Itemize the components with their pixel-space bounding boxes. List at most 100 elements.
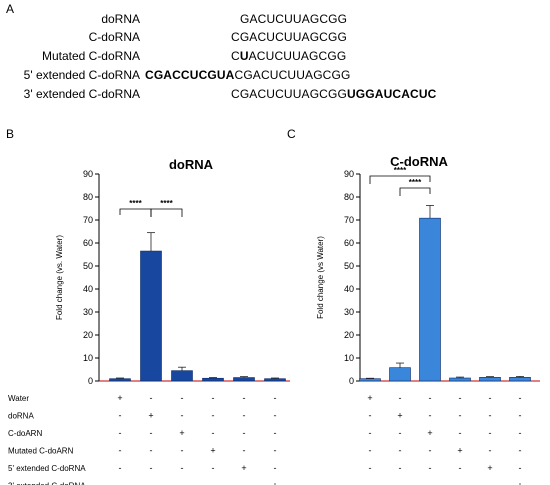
sequence-name: doRNA: [101, 12, 140, 26]
design-row-label: C-doARN: [8, 429, 42, 438]
design-cell: -: [369, 463, 372, 473]
y-tick-label: 80: [83, 192, 93, 202]
design-cell: -: [243, 446, 246, 456]
design-cell: -: [489, 411, 492, 421]
sequence-bold-part: CGACCUCGUA: [145, 68, 235, 82]
sequence-text: GACUCUUAGCGG: [240, 12, 347, 26]
design-cell: +: [427, 428, 432, 438]
design-cell: -: [150, 428, 153, 438]
bar: [389, 367, 411, 382]
design-cell: -: [369, 481, 372, 485]
design-cell: -: [429, 463, 432, 473]
design-cell: +: [272, 481, 277, 485]
sequence-row: doRNA GACUCUUAGCGG: [0, 12, 550, 30]
y-tick-label: 60: [344, 238, 354, 248]
sequence-row: C-doRNA CGACUCUUAGCGG: [0, 30, 550, 48]
design-cell: -: [369, 446, 372, 456]
design-cell: -: [274, 463, 277, 473]
y-tick-label: 40: [83, 284, 93, 294]
sequence-part: CGACUCUUAGCGG: [231, 30, 347, 44]
y-tick-label: 30: [344, 307, 354, 317]
design-cell: -: [119, 411, 122, 421]
bar: [449, 377, 471, 382]
sequence-name: 5' extended C-doRNA: [23, 68, 140, 82]
sequence-part: CGACUCUUAGCGG: [231, 87, 347, 101]
design-cell: -: [150, 463, 153, 473]
significance-label: ****: [394, 166, 407, 175]
chart-title: doRNA: [169, 157, 214, 172]
design-cell: -: [459, 428, 462, 438]
bar: [419, 217, 441, 382]
significance-bracket: [150, 208, 183, 217]
sequence-text: CGACCUCGUACGACUCUUAGCGG: [145, 68, 350, 82]
sequence-row: 5' extended C-doRNA CGACCUCGUACGACUCUUAGC…: [0, 68, 550, 86]
y-tick-label: 50: [83, 261, 93, 271]
y-tick-label: 10: [83, 353, 93, 363]
panel-b-label: B: [6, 127, 15, 141]
y-tick-label: 50: [344, 261, 354, 271]
design-cell: -: [181, 446, 184, 456]
design-cell: +: [397, 411, 402, 421]
y-tick-label: 0: [349, 376, 354, 386]
y-axis-label: Fold change (vs. Water): [55, 235, 64, 320]
y-tick-label: 20: [83, 330, 93, 340]
design-cell: -: [119, 446, 122, 456]
significance-bracket: [399, 187, 431, 196]
y-tick-label: 60: [83, 238, 93, 248]
sequence-name: C-doRNA: [88, 30, 140, 44]
bar: [479, 377, 501, 382]
design-cell: +: [517, 481, 522, 485]
design-cell: -: [150, 446, 153, 456]
significance-bracket: [369, 175, 431, 184]
sequence-name: 3' extended C-doRNA: [23, 87, 140, 101]
y-axis-label: Fold change (vs Water): [316, 236, 325, 319]
sequence-name: Mutated C-doRNA: [41, 49, 140, 63]
bar: [359, 378, 381, 382]
design-cell: +: [210, 446, 215, 456]
design-cell: -: [489, 393, 492, 403]
y-tick-label: 20: [344, 330, 354, 340]
design-cell: -: [459, 481, 462, 485]
design-cell: -: [519, 463, 522, 473]
y-tick-label: 30: [83, 307, 93, 317]
design-cell: -: [119, 481, 122, 485]
design-row-label: Mutated C-doARN: [8, 447, 74, 456]
design-cell: -: [181, 393, 184, 403]
sequence-part: C: [231, 49, 240, 63]
design-cell: -: [119, 463, 122, 473]
design-cell: +: [457, 446, 462, 456]
significance-label: ****: [409, 178, 422, 187]
design-cell: -: [399, 463, 402, 473]
design-row-label: 3' extended C-doRNA: [8, 482, 86, 485]
sequence-part: CGACUCUUAGCGG: [234, 68, 351, 82]
design-cell: -: [459, 411, 462, 421]
design-cell: -: [212, 481, 215, 485]
sequence-row: Mutated C-doRNA CUACUCUUAGCGG: [0, 49, 550, 67]
design-cell: -: [399, 446, 402, 456]
design-cell: -: [274, 411, 277, 421]
y-tick-label: 0: [88, 376, 93, 386]
design-cell: -: [150, 393, 153, 403]
design-cell: +: [148, 411, 153, 421]
y-tick-label: 80: [344, 192, 354, 202]
design-cell: -: [274, 393, 277, 403]
y-tick-label: 10: [344, 353, 354, 363]
design-cell: +: [179, 428, 184, 438]
bar: [509, 377, 531, 382]
design-cell: -: [243, 411, 246, 421]
design-cell: -: [181, 411, 184, 421]
design-cell: -: [489, 446, 492, 456]
design-cell: -: [243, 481, 246, 485]
design-cell: +: [367, 393, 372, 403]
design-cell: -: [369, 428, 372, 438]
chart-title: C-doRNA: [390, 154, 448, 169]
sequence-part: GACUCUUAGCGG: [240, 12, 348, 26]
sequence-row: 3' extended C-doRNA CGACUCUUAGCGGUGGAUCAC…: [0, 87, 550, 105]
design-cell: -: [489, 481, 492, 485]
design-cell: -: [399, 481, 402, 485]
design-cell: -: [212, 428, 215, 438]
design-cell: -: [429, 393, 432, 403]
design-cell: -: [489, 428, 492, 438]
